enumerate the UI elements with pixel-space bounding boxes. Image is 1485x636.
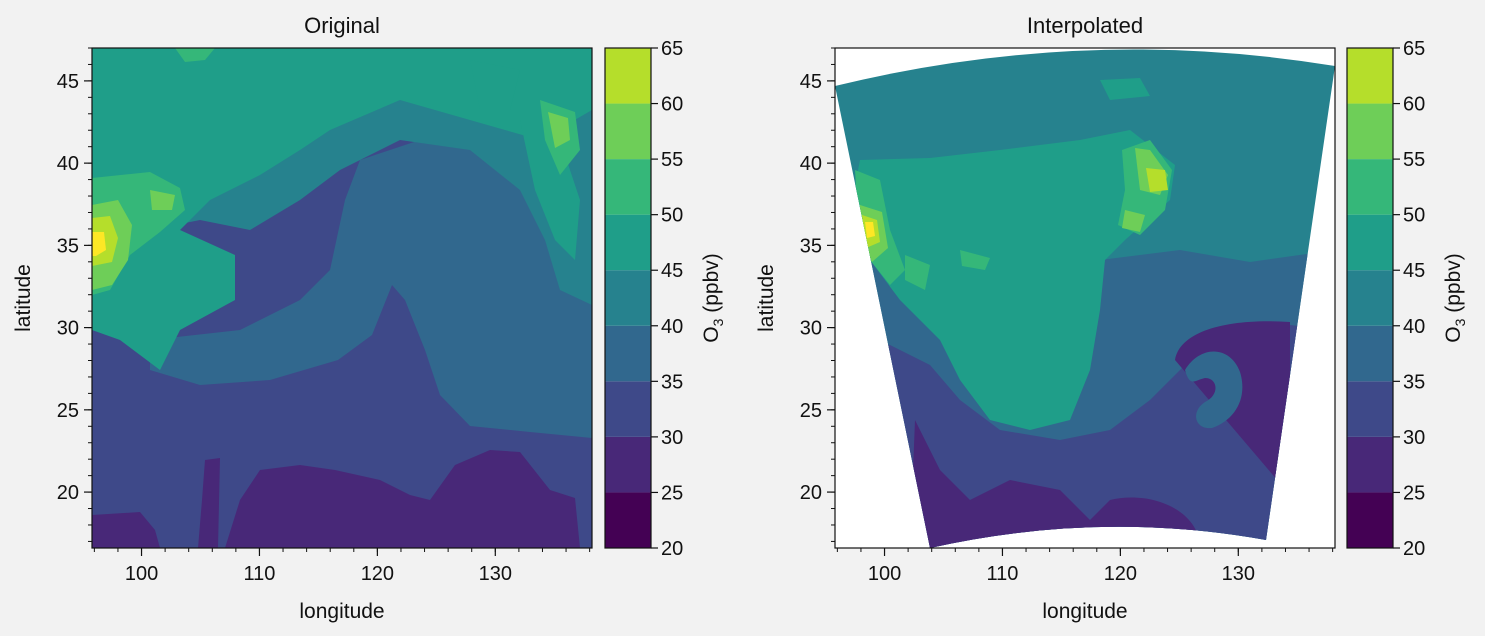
x-ticks: 100 110 120 130 — [93, 548, 591, 585]
colorbar-segment — [605, 492, 651, 548]
colorbar-label-base: O — [700, 326, 723, 342]
colorbar-tick-label: 65 — [1403, 38, 1425, 60]
panel-interpolated: Interpolated — [755, 13, 1468, 623]
colorbar-segment — [605, 381, 651, 437]
y-tick-label: 35 — [800, 235, 822, 257]
colorbar-tick-label: 25 — [1403, 482, 1425, 504]
panel-title: Interpolated — [1027, 13, 1143, 38]
y-tick-label: 35 — [57, 235, 79, 257]
colorbar-tick-label: 40 — [1403, 316, 1425, 338]
colorbar-segment — [1347, 325, 1393, 382]
y-tick-label: 45 — [800, 71, 822, 93]
colorbar-tick-label: 40 — [661, 316, 683, 338]
y-tick-label: 40 — [57, 153, 79, 175]
colorbar-frame — [1346, 47, 1394, 549]
colorbar-label-rest: (ppbv) — [1442, 253, 1465, 318]
colorbar-segment — [605, 214, 651, 271]
colorbar-tick-label: 50 — [1403, 205, 1425, 227]
plot-frame — [834, 47, 1336, 549]
panel-title: Original — [304, 13, 380, 38]
y-tick-label: 30 — [57, 318, 79, 340]
colorbar-tick-label: 60 — [1403, 94, 1425, 116]
y-tick-label: 25 — [800, 400, 822, 422]
colorbar-tick-label: 55 — [661, 149, 683, 171]
colorbar-tick-label: 30 — [1403, 427, 1425, 449]
colorbar-tick-label: 55 — [1403, 149, 1425, 171]
y-tick-label: 45 — [57, 71, 79, 93]
colorbar-segment — [1347, 492, 1393, 548]
x-tick-label: 110 — [987, 563, 1019, 585]
colorbar-tick-label: 35 — [661, 371, 683, 393]
colorbar-segment — [605, 48, 651, 104]
colorbar-tick-label: 20 — [661, 538, 683, 560]
x-axis-label: longitude — [299, 600, 384, 623]
colorbar-tick-label: 20 — [1403, 538, 1425, 560]
colorbar-tick-label: 45 — [1403, 260, 1425, 282]
heatmap-field — [92, 48, 592, 548]
y-ticks: 20 25 30 35 40 45 — [57, 47, 92, 542]
y-axis-label: latitude — [755, 264, 778, 332]
x-tick-label: 100 — [125, 563, 158, 585]
colorbar: 20 25 30 35 40 45 50 55 60 65 — [1346, 38, 1425, 560]
colorbar-label: O3 (ppbv) — [700, 253, 726, 343]
colorbar-segment — [1347, 159, 1393, 215]
x-tick-label: 110 — [244, 563, 276, 585]
colorbar-tick-label: 30 — [661, 427, 683, 449]
colorbar-tick-label: 25 — [661, 482, 683, 504]
colorbar-tick-label: 50 — [661, 205, 683, 227]
colorbar-segment — [605, 159, 651, 215]
plot-frame — [91, 47, 593, 549]
colorbar-segment — [605, 436, 651, 493]
colorbar-tick-label: 45 — [661, 260, 683, 282]
colorbar-label-sub: 3 — [1452, 318, 1468, 326]
colorbar-segment — [1347, 48, 1393, 104]
y-tick-label: 40 — [800, 153, 822, 175]
panel-original: Original — [12, 13, 726, 623]
y-ticks: 20 25 30 35 40 45 — [800, 47, 835, 542]
colorbar-segment — [1347, 103, 1393, 160]
colorbar-label-sub: 3 — [710, 318, 726, 326]
x-tick-label: 130 — [479, 563, 512, 585]
colorbar-label-base: O — [1442, 326, 1465, 342]
colorbar-tick-label: 60 — [661, 94, 683, 116]
x-ticks: 100 110 120 130 — [836, 548, 1334, 585]
x-axis-label: longitude — [1042, 600, 1127, 623]
y-tick-label: 30 — [800, 318, 822, 340]
y-axis-label: latitude — [12, 264, 35, 332]
heatmap-field — [835, 49, 1335, 548]
y-tick-label: 20 — [57, 482, 79, 504]
y-tick-label: 20 — [800, 482, 822, 504]
colorbar-segment — [1347, 270, 1393, 326]
y-tick-label: 25 — [57, 400, 79, 422]
colorbar-tick-label: 65 — [661, 38, 683, 60]
x-tick-label: 120 — [361, 563, 394, 585]
colorbar: 20 25 30 35 40 45 50 55 60 65 — [604, 38, 683, 560]
colorbar-segment — [1347, 436, 1393, 493]
x-tick-label: 120 — [1104, 563, 1137, 585]
colorbar-frame — [604, 47, 652, 549]
colorbar-label: O3 (ppbv) — [1442, 253, 1468, 343]
colorbar-label-rest: (ppbv) — [700, 253, 723, 318]
x-tick-label: 130 — [1222, 563, 1255, 585]
colorbar-segment — [1347, 381, 1393, 437]
colorbar-segment — [605, 103, 651, 160]
colorbar-tick-label: 35 — [1403, 371, 1425, 393]
colorbar-segment — [1347, 214, 1393, 271]
colorbar-segment — [605, 270, 651, 326]
colorbar-segment — [605, 325, 651, 382]
x-tick-label: 100 — [868, 563, 901, 585]
